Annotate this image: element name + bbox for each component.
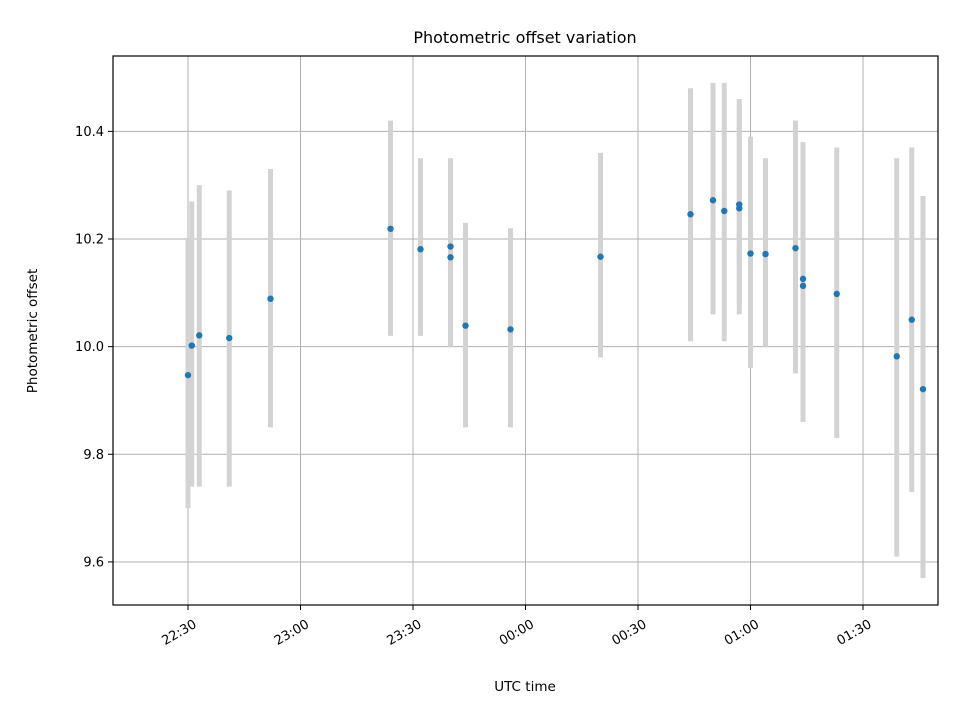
y-tick-label: 10.2 — [75, 233, 104, 248]
data-point — [747, 250, 754, 257]
x-tick-label: 23:00 — [272, 617, 312, 649]
y-tick-label: 9.8 — [83, 448, 104, 463]
x-tick-label: 22:30 — [159, 617, 199, 649]
error-bars — [185, 82, 926, 579]
data-point — [736, 201, 743, 208]
y-tick-label: 9.6 — [83, 555, 104, 570]
data-point — [893, 353, 900, 360]
x-tick-label: 01:00 — [722, 617, 762, 649]
data-point — [447, 254, 454, 261]
data-point — [226, 334, 233, 342]
y-tick-label: 10.4 — [75, 125, 104, 140]
data-point — [267, 295, 274, 302]
data-point — [507, 326, 514, 333]
data-point — [799, 282, 807, 290]
y-tick-label: 10.0 — [75, 340, 104, 355]
data-point — [196, 332, 203, 339]
grid — [113, 56, 938, 605]
data-point — [762, 250, 769, 258]
data-point — [447, 243, 454, 250]
data-point — [597, 253, 604, 260]
x-tick-label: 00:00 — [497, 617, 537, 649]
y-axis-label: Photometric offset — [25, 269, 41, 393]
data-point — [709, 197, 717, 204]
data-point — [188, 342, 195, 349]
y-axis-ticks: 9.6 9.8 10.0 10.2 10.4 — [75, 125, 113, 570]
data-point — [919, 385, 927, 393]
data-point — [799, 275, 807, 283]
data-point — [184, 371, 192, 379]
data-point — [833, 290, 840, 298]
data-points — [184, 197, 927, 393]
data-point — [417, 246, 424, 253]
data-point — [721, 207, 728, 215]
x-tick-label: 00:30 — [609, 617, 649, 649]
chart-title: Photometric offset variation — [413, 28, 636, 47]
x-axis-label: UTC time — [494, 679, 556, 695]
x-axis-ticks: 22:30 23:00 23:30 00:00 00:30 01:00 01:30 — [159, 605, 874, 649]
x-tick-label: 23:30 — [384, 617, 424, 649]
x-tick-label: 01:30 — [834, 617, 874, 649]
data-point — [687, 211, 694, 218]
data-point — [387, 225, 394, 232]
data-point — [908, 316, 915, 323]
data-point — [462, 322, 469, 329]
data-point — [792, 244, 799, 252]
